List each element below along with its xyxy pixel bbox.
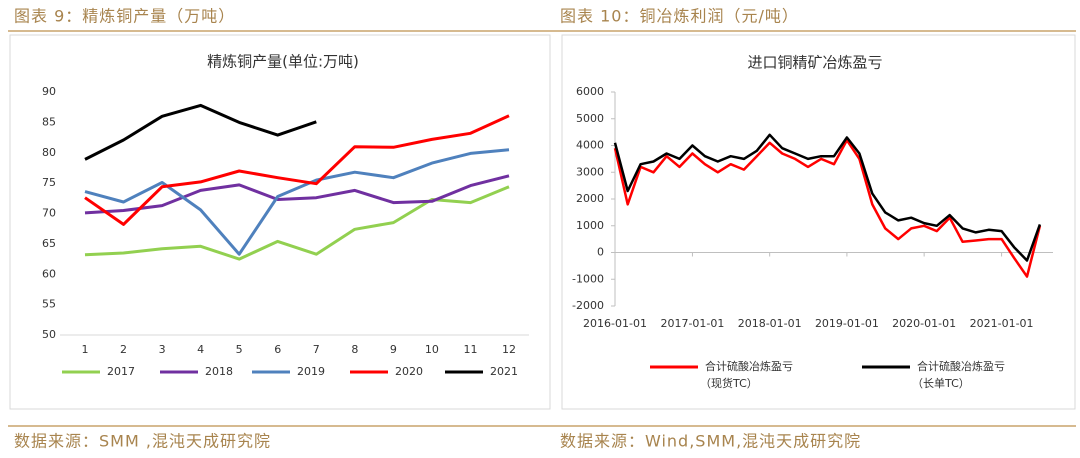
x-tick-label: 6 [274,343,281,356]
source: 数据来源：SMM ,混沌天成研究院 [14,432,271,451]
heading: 图表 9：精炼铜产量（万吨） [14,7,235,26]
legend-label: 2019 [297,365,325,378]
heading: 图表 10：铜冶炼利润（元/吨） [560,7,799,26]
chart-frame [9,34,551,410]
legend-label: 2020 [395,365,423,378]
y-tick-label: 2000 [576,192,604,205]
y-tick-label: 50 [42,328,56,341]
source: 数据来源：Wind,SMM,混沌天成研究院 [560,432,861,451]
chart-title: 精炼铜产量(单位:万吨) [207,53,359,71]
series-line [613,133,1042,262]
x-tick-label: 11 [463,343,477,356]
chart-frame [561,34,1076,410]
y-tick-label: 75 [42,176,56,189]
x-tick-label: 2019-01-01 [815,317,879,330]
x-tick-label: 9 [390,343,397,356]
x-tick-label: 3 [159,343,166,356]
series-line [84,103,317,161]
x-tick-label: 12 [502,343,516,356]
y-tick-label: 6000 [576,85,604,98]
legend-label: 2021 [490,365,518,378]
legend-label: 合计硫酸冶炼盈亏 [917,359,1005,373]
x-tick-label: 10 [425,343,439,356]
x-tick-label: 2018-01-01 [738,317,802,330]
y-tick-label: 4000 [576,139,604,152]
x-tick-label: 7 [313,343,320,356]
series-line [84,114,510,226]
x-tick-label: 8 [351,343,358,356]
y-tick-label: 85 [42,115,56,128]
y-tick-label: -1000 [572,272,604,285]
y-tick-label: 55 [42,298,56,311]
y-tick-label: 90 [42,85,56,98]
y-tick-label: -2000 [572,299,604,312]
x-tick-label: 2016-01-01 [583,317,647,330]
y-tick-label: 5000 [576,112,604,125]
y-tick-label: 1000 [576,219,604,232]
legend-note: （现货TC） [700,376,758,390]
legend-label: 2017 [107,365,135,378]
y-tick-label: 65 [42,237,56,250]
chart-title: 进口铜精矿冶炼盈亏 [747,54,882,72]
y-tick-label: 80 [42,146,56,159]
y-tick-label: 3000 [576,165,604,178]
legend-label: 2018 [205,365,233,378]
legend-note: （长单TC） [912,377,970,390]
legend-label: 合计硫酸冶炼盈亏 [705,359,793,373]
y-tick-label: 70 [42,207,56,220]
series-line [84,174,510,215]
x-tick-label: 2017-01-01 [660,317,724,330]
x-tick-label: 1 [82,343,89,356]
series-line [613,138,1042,278]
x-tick-label: 2 [120,343,127,356]
x-tick-label: 5 [236,343,243,356]
y-tick-label: 60 [42,267,56,280]
y-tick-label: 0 [597,246,604,259]
x-tick-label: 2020-01-01 [892,317,956,330]
x-tick-label: 2021-01-01 [970,317,1034,330]
series-line [84,148,510,256]
x-tick-label: 4 [197,343,204,356]
